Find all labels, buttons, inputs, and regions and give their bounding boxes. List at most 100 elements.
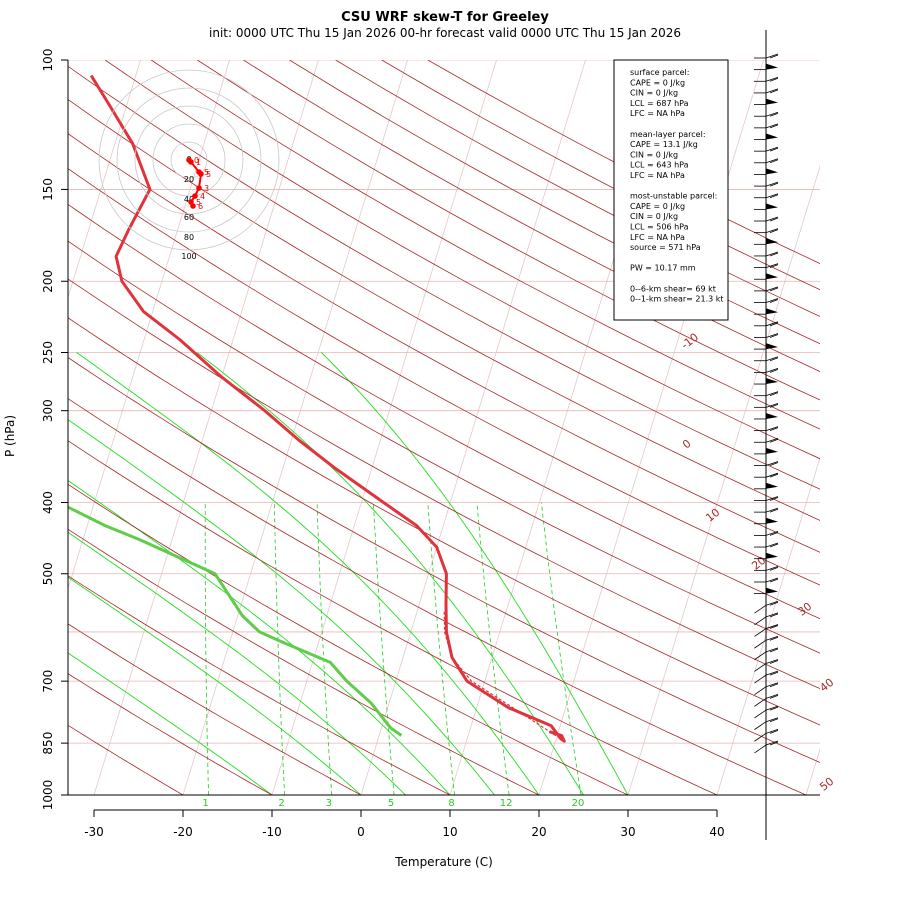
wind-barb-feather <box>769 718 779 723</box>
wind-barb-feather <box>765 461 779 466</box>
wind-barb-feather <box>769 357 779 362</box>
wind-barb <box>754 333 779 338</box>
grid-lines <box>68 60 820 796</box>
x-tick-label: 10 <box>442 825 457 839</box>
dry-adiabat-label: 10 <box>703 506 722 525</box>
wind-barb <box>754 76 779 82</box>
sounding-series <box>68 74 566 743</box>
info-line: CAPE = 0 J/kg <box>630 78 685 87</box>
dewpoint-trace <box>68 505 403 737</box>
x-tick-label: 30 <box>620 825 635 839</box>
dry-adiabat-line <box>68 203 820 620</box>
temperature-trace <box>89 74 566 743</box>
info-line: LFC = NA hPa <box>630 171 685 180</box>
dry-adiabat-line <box>68 575 451 796</box>
wind-barb <box>754 356 779 362</box>
wind-barb-feather <box>769 566 779 571</box>
wind-barb-feather <box>765 426 779 431</box>
wind-barb-flag <box>766 308 778 315</box>
hodograph-point <box>188 159 194 165</box>
wind-barb <box>754 624 779 637</box>
wind-barb-shaft <box>754 663 767 672</box>
wind-barb-feather <box>765 624 779 629</box>
info-line: LFC = NA hPa <box>630 233 685 242</box>
isotherm-line <box>716 456 820 796</box>
hodograph-ring-label: 60 <box>184 213 194 222</box>
wind-barb <box>754 111 779 117</box>
x-axis-label: Temperature (C) <box>394 855 493 869</box>
wind-barb-feather <box>765 216 779 222</box>
wind-barb-feather <box>769 322 779 327</box>
wind-barb-flag <box>766 63 778 70</box>
hodograph-ring-label: 80 <box>184 233 194 242</box>
wind-barb-feather <box>769 182 779 187</box>
mixing-ratio-label: 8 <box>448 798 454 809</box>
y-axis-label: P (hPa) <box>3 415 17 457</box>
dry-adiabat-line <box>68 623 362 796</box>
hodograph-rings: 0 20 40 60 80 100 <box>98 69 280 261</box>
wind-barb <box>754 694 779 707</box>
wind-barb <box>754 321 779 327</box>
moist-adiabat-line <box>68 652 273 796</box>
wind-barb-feather <box>769 369 779 373</box>
dry-adiabat-line <box>68 724 184 796</box>
wind-barb-shaft <box>754 698 767 707</box>
wind-barb-shaft <box>754 628 767 637</box>
wind-barb <box>754 600 779 614</box>
wind-barb-feather <box>769 613 779 618</box>
plot-frame <box>67 60 820 796</box>
wind-barb <box>754 587 778 595</box>
wind-barb <box>754 216 779 222</box>
wind-barb-shaft <box>754 604 767 614</box>
wind-barb <box>754 565 779 571</box>
hodograph-height-label: 4 <box>200 192 205 201</box>
y-tick-label: 400 <box>41 491 55 514</box>
wind-barb-feather <box>769 648 779 653</box>
dry-adiabat-line <box>68 440 718 796</box>
parcel-trace <box>443 609 565 742</box>
wind-barb <box>754 263 779 268</box>
wind-barb-feather <box>765 600 779 606</box>
hodograph-height-label: 1 <box>196 158 201 167</box>
wind-barb-feather <box>769 392 779 397</box>
wind-barb-feather <box>769 671 779 676</box>
wind-barb-feather <box>769 194 779 199</box>
dry-adiabat-line <box>68 398 807 796</box>
info-line: CIN = 0 J/kg <box>630 212 678 221</box>
mixing-ratio-lines <box>204 502 582 796</box>
mixing-ratio-label: 20 <box>572 798 585 809</box>
hodograph-ring <box>116 87 262 233</box>
info-line: CAPE = 13.1 J/kg <box>630 140 698 149</box>
wind-barb-feather <box>765 193 779 199</box>
wind-barbs <box>754 53 779 754</box>
wind-barb-shaft <box>754 709 767 719</box>
hodograph-height-label: 6 <box>198 202 203 211</box>
wind-barb-flag <box>766 482 778 489</box>
wind-barb-feather <box>765 402 779 408</box>
wind-barb-feather <box>769 147 779 152</box>
wind-barb-feather <box>765 321 779 327</box>
dry-adiabat-line <box>68 133 820 553</box>
wind-barb <box>754 517 778 525</box>
moist-adiabat-line <box>76 352 540 796</box>
wind-barb <box>754 482 778 490</box>
hodograph-point <box>190 203 196 209</box>
dry-adiabat-line <box>68 673 273 796</box>
wind-barb-feather <box>769 462 779 466</box>
dry-adiabat-line <box>68 317 820 726</box>
dry-adiabat-line <box>150 60 820 430</box>
wind-barb-feather <box>769 427 779 431</box>
wind-barb <box>754 286 779 292</box>
wind-barb <box>754 670 779 684</box>
wind-barb-feather <box>769 438 779 443</box>
wind-barb-feather <box>765 391 779 397</box>
info-line: mean-layer parcel: <box>630 130 706 139</box>
wind-barb-flag <box>766 168 778 175</box>
wind-barb-feather <box>765 670 779 676</box>
mixing-ratio-line <box>427 502 455 796</box>
wind-barb <box>754 98 778 105</box>
dry-adiabat-line <box>68 483 629 796</box>
hodograph-height-label: 5 <box>196 198 201 207</box>
wind-barb <box>754 659 779 672</box>
wind-barb <box>754 531 779 536</box>
